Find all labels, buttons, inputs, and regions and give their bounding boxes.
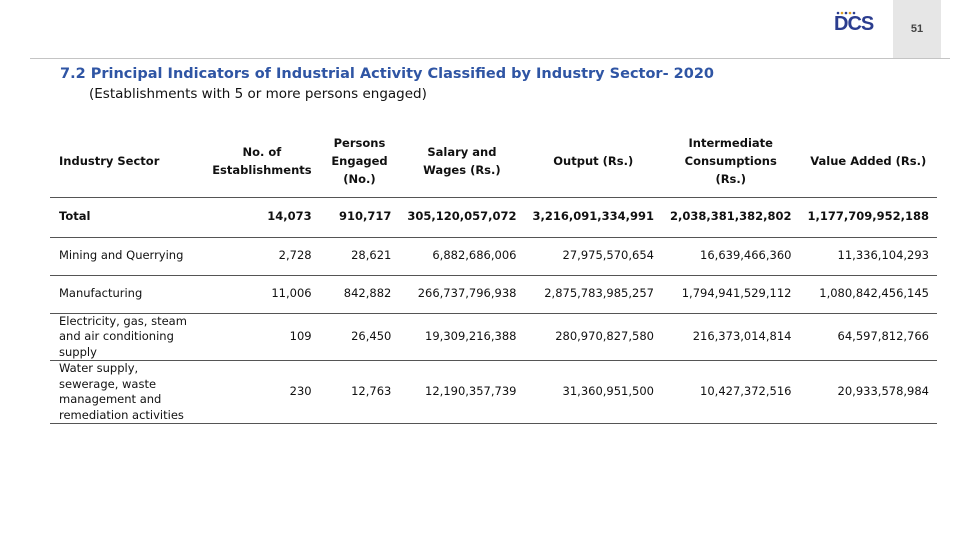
header-divider (30, 58, 950, 59)
cell-persons: 842,882 (319, 275, 400, 314)
column-header-industry-sector: Industry Sector (50, 125, 205, 198)
cell-salary: 19,309,216,388 (399, 313, 525, 361)
cell-establishments: 11,006 (204, 275, 320, 314)
cell-sector: Water supply, sewerage, waste management… (50, 360, 205, 424)
page-number: 51 (910, 23, 924, 35)
cell-intermediate: 2,038,381,382,802 (661, 197, 800, 238)
cell-intermediate: 16,639,466,360 (661, 237, 800, 276)
cell-sector: Electricity, gas, steam and air conditio… (50, 313, 205, 361)
cell-establishments: 109 (204, 313, 320, 361)
table-row: Water supply, sewerage, waste management… (50, 360, 937, 424)
page-number-box: 51 (893, 0, 941, 58)
logo-dots-icon (836, 11, 856, 15)
column-header-salary-wages: Salary and Wages (Rs.) (399, 125, 525, 198)
dcs-logo: DCS (834, 10, 880, 36)
logo-text: DCS (834, 13, 874, 35)
cell-establishments: 14,073 (204, 197, 320, 238)
cell-value-added: 64,597,812,766 (799, 313, 937, 361)
column-header-output: Output (Rs.) (524, 125, 662, 198)
cell-value-added: 11,336,104,293 (799, 237, 937, 276)
page-subtitle: (Establishments with 5 or more persons e… (89, 86, 427, 102)
column-header-value-added: Value Added (Rs.) (799, 125, 937, 198)
cell-intermediate: 10,427,372,516 (661, 360, 800, 424)
cell-intermediate: 216,373,014,814 (661, 313, 800, 361)
cell-salary: 305,120,057,072 (399, 197, 525, 238)
cell-salary: 266,737,796,938 (399, 275, 525, 314)
cell-persons: 28,621 (319, 237, 400, 276)
cell-persons: 12,763 (319, 360, 400, 424)
cell-salary: 6,882,686,006 (399, 237, 525, 276)
table-row: Manufacturing 11,006 842,882 266,737,796… (50, 275, 937, 314)
column-header-intermediate-consumptions: Intermediate Consumptions (Rs.) (661, 125, 800, 198)
cell-intermediate: 1,794,941,529,112 (661, 275, 800, 314)
page-title: 7.2 Principal Indicators of Industrial A… (60, 66, 715, 82)
cell-salary: 12,190,357,739 (399, 360, 525, 424)
table-row: Electricity, gas, steam and air conditio… (50, 313, 937, 361)
table-row: Mining and Querrying 2,728 28,621 6,882,… (50, 237, 937, 276)
cell-establishments: 230 (204, 360, 320, 424)
cell-output: 2,875,783,985,257 (524, 275, 662, 314)
industry-indicators-table: Industry Sector No. of Establishments Pe… (50, 125, 937, 424)
table-row-total: Total 14,073 910,717 305,120,057,072 3,2… (50, 197, 937, 238)
cell-output: 27,975,570,654 (524, 237, 662, 276)
cell-value-added: 1,177,709,952,188 (799, 197, 937, 238)
column-header-persons-engaged: Persons Engaged (No.) (319, 125, 400, 198)
cell-value-added: 1,080,842,456,145 (799, 275, 937, 314)
column-header-establishments: No. of Establishments (204, 125, 320, 198)
cell-sector: Total (50, 197, 205, 238)
cell-output: 31,360,951,500 (524, 360, 662, 424)
cell-persons: 910,717 (319, 197, 400, 238)
cell-output: 3,216,091,334,991 (524, 197, 662, 238)
cell-sector: Mining and Querrying (50, 237, 205, 276)
cell-sector: Manufacturing (50, 275, 205, 314)
cell-value-added: 20,933,578,984 (799, 360, 937, 424)
cell-establishments: 2,728 (204, 237, 320, 276)
cell-output: 280,970,827,580 (524, 313, 662, 361)
table-header-row: Industry Sector No. of Establishments Pe… (50, 125, 937, 198)
cell-persons: 26,450 (319, 313, 400, 361)
